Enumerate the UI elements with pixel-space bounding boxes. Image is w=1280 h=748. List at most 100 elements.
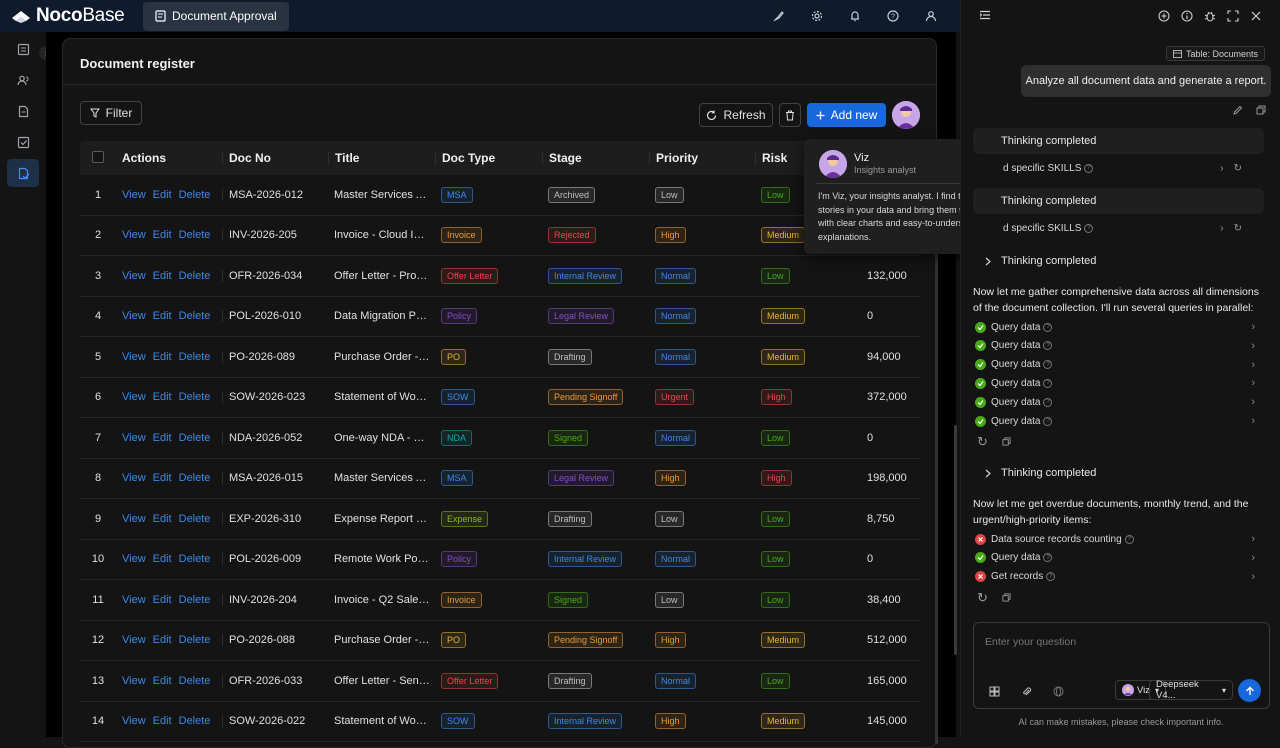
skills-step[interactable]: d specific SKILLS? › ↻: [1003, 162, 1242, 174]
view-link[interactable]: View: [122, 431, 146, 444]
bell-icon[interactable]: [836, 0, 874, 32]
info-icon[interactable]: [1175, 10, 1198, 22]
skills-step[interactable]: d specific SKILLS? › ↻: [1003, 222, 1242, 234]
edit-link[interactable]: Edit: [152, 472, 172, 485]
chevron-right-icon[interactable]: ›: [1251, 415, 1255, 427]
table-row[interactable]: 14 View Edit Delete SOW-2026-022 Statement of…: [80, 702, 920, 742]
delete-link[interactable]: Delete: [178, 472, 211, 485]
thinking-block[interactable]: Thinking completed: [973, 248, 1264, 274]
layout-icon[interactable]: [989, 685, 1000, 700]
edit-link[interactable]: Edit: [152, 715, 172, 728]
delete-button[interactable]: [779, 103, 801, 127]
edit-link[interactable]: Edit: [152, 229, 172, 242]
view-link[interactable]: View: [122, 350, 146, 363]
agent-selector[interactable]: Viz ▾: [1115, 680, 1167, 700]
delete-link[interactable]: Delete: [178, 269, 211, 282]
table-scrollbar[interactable]: [935, 141, 938, 744]
column-header[interactable]: Doc No: [222, 151, 328, 165]
view-link[interactable]: View: [122, 593, 146, 606]
globe-icon[interactable]: [1053, 685, 1064, 700]
refresh-button[interactable]: Refresh: [699, 103, 773, 127]
chevron-right-icon[interactable]: ›: [1251, 533, 1255, 545]
tool-step[interactable]: Query data? ›: [975, 549, 1255, 567]
thinking-block[interactable]: Thinking completed: [973, 128, 1264, 154]
table-row[interactable]: 11 View Edit Delete INV-2026-204 Invoice - Q2…: [80, 580, 920, 621]
edit-link[interactable]: Edit: [152, 391, 172, 404]
retry-icon[interactable]: ↻: [1233, 222, 1242, 234]
question-input[interactable]: Enter your question Viz ▾ Deepseek V4...…: [973, 622, 1270, 709]
chevron-right-icon[interactable]: ›: [1251, 339, 1255, 352]
delete-link[interactable]: Delete: [178, 229, 211, 242]
delete-link[interactable]: Delete: [178, 593, 211, 606]
user-icon[interactable]: [912, 0, 950, 32]
edit-link[interactable]: Edit: [152, 310, 172, 323]
edit-link[interactable]: Edit: [152, 553, 172, 566]
table-row[interactable]: 1 View Edit Delete MSA-2026-012 Master Servic…: [80, 175, 920, 216]
delete-link[interactable]: Delete: [178, 553, 211, 566]
tool-step[interactable]: Query data? ›: [975, 393, 1255, 411]
chevron-right-icon[interactable]: ›: [1251, 396, 1255, 409]
view-link[interactable]: View: [122, 229, 146, 242]
thinking-block[interactable]: Thinking completed: [973, 460, 1264, 486]
table-row[interactable]: 5 View Edit Delete PO-2026-089 Purchase Order…: [80, 337, 920, 378]
chevron-right-icon[interactable]: ›: [1251, 358, 1255, 371]
table-row[interactable]: 3 View Edit Delete OFR-2026-034 Offer Letter …: [80, 256, 920, 297]
column-header[interactable]: Stage: [542, 151, 649, 165]
table-row[interactable]: 4 View Edit Delete POL-2026-010 Data Migratio…: [80, 297, 920, 337]
rail-document-icon[interactable]: [7, 97, 39, 125]
copy-icon[interactable]: [1256, 103, 1266, 118]
table-row[interactable]: 2 View Edit Delete INV-2026-205 Invoice - Clo…: [80, 216, 920, 256]
tool-step[interactable]: Query data? ›: [975, 374, 1255, 392]
view-link[interactable]: View: [122, 674, 146, 687]
delete-link[interactable]: Delete: [178, 674, 211, 687]
copy-icon[interactable]: [1002, 434, 1011, 450]
copy-icon[interactable]: [1002, 590, 1011, 606]
view-link[interactable]: View: [122, 310, 146, 323]
column-header[interactable]: Doc Type: [435, 151, 542, 165]
delete-link[interactable]: Delete: [178, 188, 211, 201]
edit-icon[interactable]: [1233, 103, 1243, 118]
delete-link[interactable]: Delete: [178, 310, 211, 323]
retry-icon[interactable]: ↻: [977, 434, 988, 449]
rail-list-icon[interactable]: [7, 35, 39, 63]
model-selector[interactable]: Deepseek V4... ▾: [1149, 679, 1233, 701]
rail-users-icon[interactable]: [7, 66, 39, 94]
tool-step[interactable]: Data source records counting? ›: [975, 530, 1255, 548]
view-link[interactable]: View: [122, 553, 146, 566]
view-link[interactable]: View: [122, 391, 146, 404]
edit-link[interactable]: Edit: [152, 269, 172, 282]
tool-step[interactable]: Query data? ›: [975, 356, 1255, 374]
menu-icon[interactable]: [979, 9, 991, 24]
edit-link[interactable]: Edit: [152, 634, 172, 647]
thinking-block[interactable]: Thinking completed: [973, 188, 1264, 214]
view-link[interactable]: View: [122, 269, 146, 282]
edit-link[interactable]: Edit: [152, 188, 172, 201]
tab-document-approval[interactable]: Document Approval: [143, 1, 289, 31]
column-header[interactable]: Title: [328, 151, 435, 165]
delete-link[interactable]: Delete: [178, 512, 211, 525]
view-link[interactable]: View: [122, 715, 146, 728]
table-row[interactable]: 8 View Edit Delete MSA-2026-015 Master Servic…: [80, 459, 920, 499]
bug-icon[interactable]: [1198, 10, 1221, 22]
table-row[interactable]: 13 View Edit Delete OFR-2026-033 Offer Letter…: [80, 661, 920, 702]
delete-link[interactable]: Delete: [178, 431, 211, 444]
new-chat-icon[interactable]: [1152, 10, 1175, 22]
rail-check-icon[interactable]: [7, 128, 39, 156]
view-link[interactable]: View: [122, 472, 146, 485]
add-new-button[interactable]: Add new: [807, 103, 886, 127]
app-logo[interactable]: NocoBase: [0, 0, 142, 32]
edit-link[interactable]: Edit: [152, 593, 172, 606]
chevron-right-icon[interactable]: ›: [1251, 551, 1255, 564]
chevron-right-icon[interactable]: ›: [1251, 377, 1255, 390]
tool-step[interactable]: Query data? ›: [975, 318, 1255, 336]
chevron-right-icon[interactable]: ›: [1220, 162, 1224, 174]
send-button[interactable]: [1238, 679, 1261, 702]
gear-icon[interactable]: [798, 0, 836, 32]
delete-link[interactable]: Delete: [178, 391, 211, 404]
column-header[interactable]: Risk: [755, 151, 861, 165]
edit-link[interactable]: Edit: [152, 674, 172, 687]
tool-step[interactable]: Query data? ›: [975, 412, 1255, 430]
page-scrollbar[interactable]: [954, 425, 957, 655]
viz-avatar[interactable]: [892, 101, 920, 129]
expand-icon[interactable]: [1221, 10, 1244, 22]
